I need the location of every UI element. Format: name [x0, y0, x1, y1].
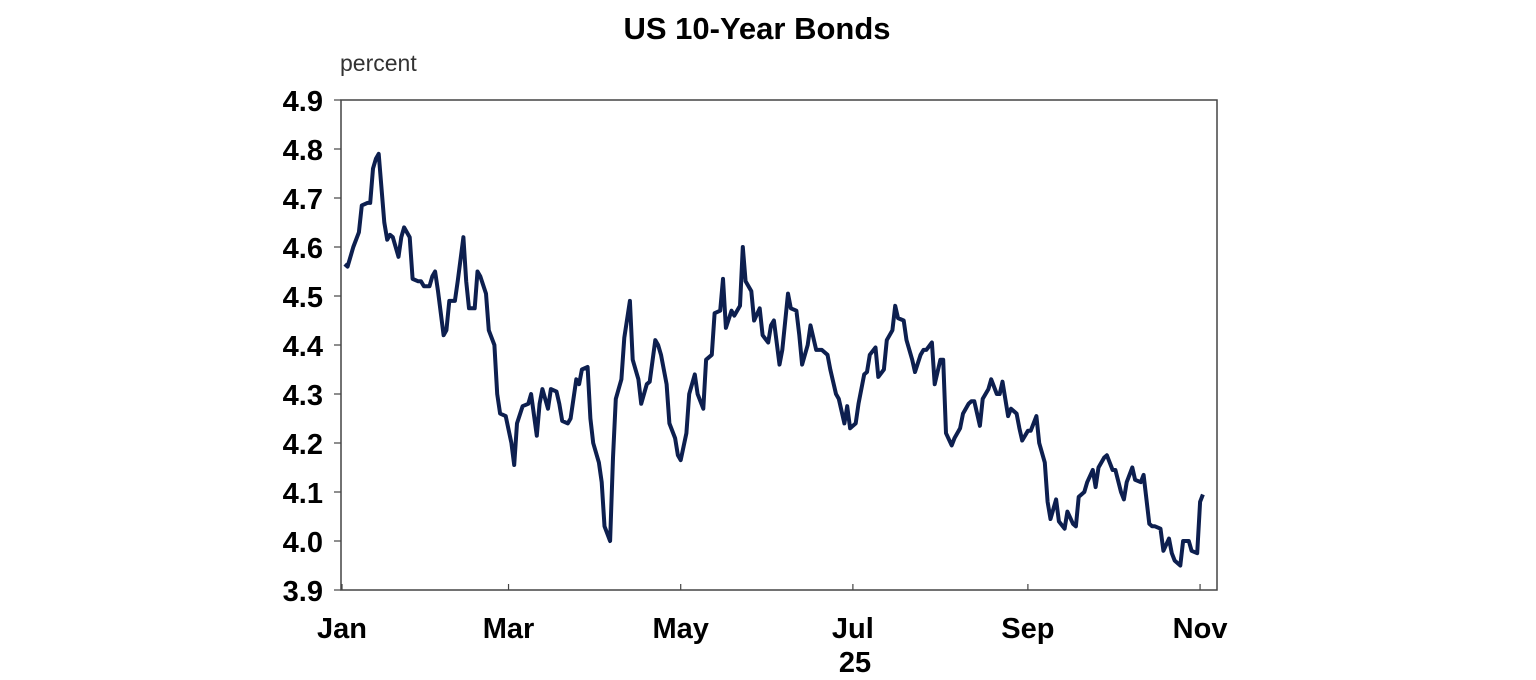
x-tick-label: Mar	[483, 613, 535, 645]
series-line	[343, 151, 1205, 568]
y-tick-label: 3.9	[283, 576, 323, 608]
y-tick-label: 4.7	[283, 184, 323, 216]
x-axis-year-label: 25	[839, 647, 871, 679]
y-tick-label: 4.3	[283, 380, 323, 412]
y-tick-label: 4.5	[283, 282, 323, 314]
y-tick-label: 4.4	[283, 331, 323, 363]
x-tick-label: May	[652, 613, 708, 645]
y-tick-label: 4.1	[283, 478, 323, 510]
y-tick-label: 4.8	[283, 135, 323, 167]
chart-title: US 10-Year Bonds	[623, 11, 890, 46]
y-tick-label: 4.6	[283, 233, 323, 265]
y-tick-label: 4.0	[283, 527, 323, 559]
x-tick-label: Nov	[1173, 613, 1228, 645]
y-tick-label: 4.9	[283, 86, 323, 118]
x-tick-label: Jul	[832, 613, 874, 645]
x-tick-label: Jan	[317, 613, 367, 645]
x-tick-label: Sep	[1001, 613, 1054, 645]
y-axis-unit-label: percent	[340, 50, 417, 76]
y-tick-label: 4.2	[283, 429, 323, 461]
series-points	[344, 153, 1203, 566]
x-axis: Jan Mar May Jul Sep Nov	[317, 584, 1227, 645]
y-axis: 3.9 4.0 4.1 4.2 4.3 4.4 4.5 4.6 4.7 4.8 4.9	[283, 86, 341, 608]
